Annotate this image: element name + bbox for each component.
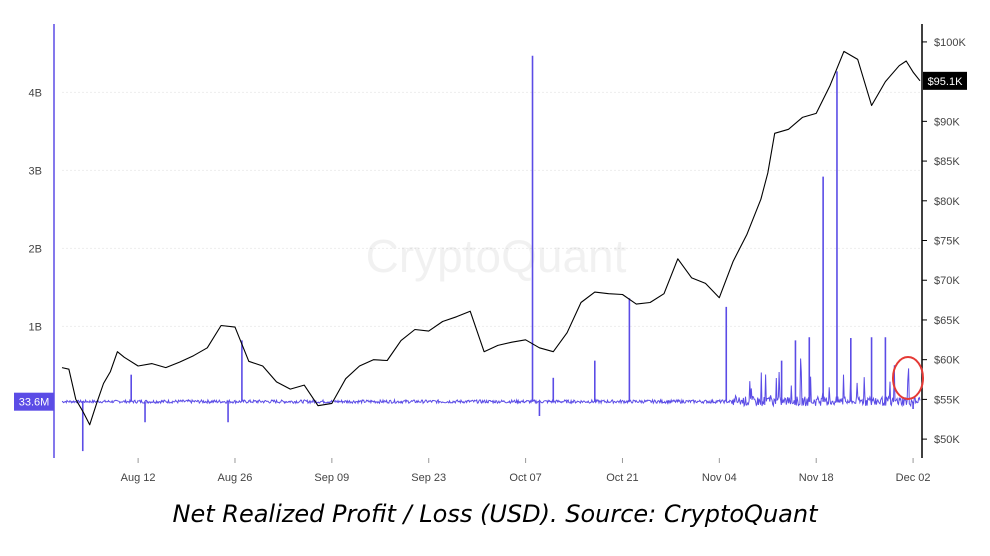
chart-caption: Net Realized Profit / Loss (USD). Source…: [172, 500, 818, 528]
right-tick-label: $90K: [934, 116, 960, 128]
x-tick-label: Sep 23: [411, 472, 446, 484]
left-axis-ticks: 1B 2B 3B 4B: [29, 87, 42, 333]
x-tick-label: Nov 04: [702, 472, 737, 484]
price-value-badge-label: $95.1K: [928, 76, 964, 88]
right-tick-label: $70K: [934, 275, 960, 287]
left-tick-label: 4B: [29, 87, 42, 99]
highlight-circle: [892, 356, 924, 400]
profit-loss-line: [61, 358, 921, 408]
chart-area: CryptoQuant 1B 2B 3B 4B $50K $55K $60K $65K $70…: [14, 24, 967, 484]
right-tick-label: $65K: [934, 315, 960, 327]
x-tick-label: Oct 21: [606, 472, 638, 484]
gridlines: [62, 91, 920, 327]
right-tick-label: $100K: [934, 37, 966, 49]
left-tick-label: 1B: [29, 321, 42, 333]
watermark: CryptoQuant: [366, 230, 627, 282]
right-tick-label: $80K: [934, 196, 960, 208]
x-axis-ticks: Aug 12 Aug 26 Sep 09 Sep 23 Oct 07 Oct 21 Nov …: [121, 458, 931, 484]
right-axis-ticks: $50K $55K $60K $65K $70K $75K $80K $85K $90K $100…: [922, 37, 966, 446]
price-series: [61, 50, 921, 426]
x-tick-label: Aug 12: [121, 472, 156, 484]
right-tick-label: $55K: [934, 394, 960, 406]
x-tick-label: Nov 18: [799, 472, 834, 484]
price-line: [61, 50, 921, 426]
x-tick-label: Aug 26: [218, 472, 253, 484]
left-tick-label: 2B: [29, 243, 42, 255]
right-tick-label: $60K: [934, 355, 960, 367]
left-tick-label: 3B: [29, 165, 42, 177]
right-tick-label: $75K: [934, 236, 960, 248]
value-badges: 33.6M $95.1K: [14, 71, 967, 411]
price-value-badge: [923, 71, 967, 90]
x-tick-label: Oct 07: [509, 472, 541, 484]
left-value-badge: [14, 392, 54, 411]
right-tick-label: $50K: [934, 434, 960, 446]
left-value-badge-label: 33.6M: [19, 397, 50, 409]
x-tick-label: Dec 02: [896, 472, 931, 484]
right-tick-label: $85K: [934, 156, 960, 168]
profit-loss-series: [61, 55, 921, 452]
x-tick-label: Sep 09: [314, 472, 349, 484]
